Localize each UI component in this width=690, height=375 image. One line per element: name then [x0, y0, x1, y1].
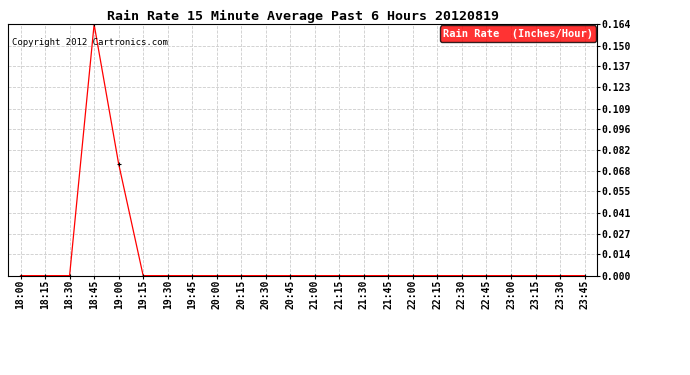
Title: Rain Rate 15 Minute Average Past 6 Hours 20120819: Rain Rate 15 Minute Average Past 6 Hours…	[106, 10, 499, 23]
Text: Copyright 2012 Cartronics.com: Copyright 2012 Cartronics.com	[12, 38, 168, 47]
Legend: Rain Rate  (Inches/Hour): Rain Rate (Inches/Hour)	[440, 26, 595, 42]
